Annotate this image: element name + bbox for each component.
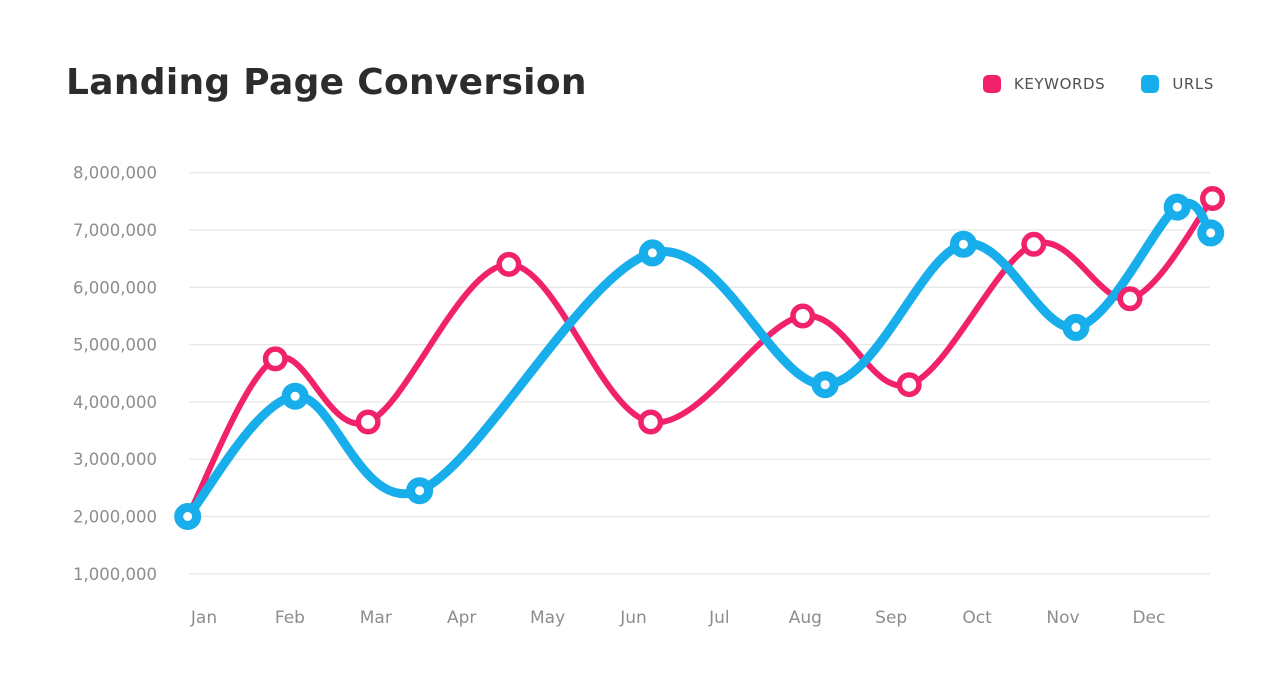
keywords-data-point: [1200, 186, 1225, 211]
urls-data-point: [949, 230, 977, 258]
keywords-data-point: [896, 372, 922, 398]
keywords-data-point: [790, 303, 816, 329]
urls-data-point: [638, 239, 666, 267]
urls-data-point: [1197, 219, 1225, 247]
x-axis-tick-label: Apr: [447, 608, 476, 628]
urls-swatch-icon: [1141, 75, 1160, 93]
x-axis-tick-label: Jan: [190, 608, 217, 628]
urls-data-point: [406, 477, 434, 505]
x-axis-tick-label: Sep: [875, 608, 907, 628]
urls-data-point: [1163, 193, 1191, 221]
chart-legend: KEYWORDS URLS: [982, 75, 1214, 93]
keywords-data-point: [1021, 231, 1047, 257]
x-axis-tick-label: Jun: [619, 608, 647, 628]
keywords-swatch-icon: [982, 75, 1001, 93]
urls-data-point: [281, 382, 309, 410]
y-axis-tick-label: 8,000,000: [73, 164, 157, 183]
y-axis-tick-label: 7,000,000: [73, 221, 157, 240]
y-axis-tick-label: 1,000,000: [73, 565, 157, 584]
legend-item-urls: URLS: [1141, 75, 1214, 93]
keywords-data-point: [638, 409, 664, 435]
x-axis-tick-label: May: [530, 608, 565, 628]
y-axis-tick-label: 5,000,000: [73, 336, 157, 355]
keywords-data-point: [496, 251, 522, 277]
urls-data-point: [174, 503, 202, 530]
keywords-line: [184, 195, 1216, 520]
keywords-data-point: [262, 346, 288, 372]
legend-item-keywords: KEYWORDS: [982, 75, 1106, 93]
x-axis-tick-label: Dec: [1132, 608, 1165, 628]
y-axis-tick-label: 2,000,000: [73, 508, 157, 527]
x-axis-tick-label: Mar: [360, 608, 392, 628]
urls-line: [183, 198, 1216, 521]
legend-label-keywords: KEYWORDS: [1013, 75, 1106, 93]
keywords-data-point: [1117, 286, 1143, 312]
x-axis-tick-label: Aug: [789, 608, 822, 628]
urls-data-point: [811, 371, 839, 399]
urls-data-point: [1062, 313, 1090, 341]
legend-label-urls: URLS: [1172, 75, 1214, 93]
y-axis-tick-label: 3,000,000: [73, 450, 157, 469]
y-axis-tick-label: 6,000,000: [73, 278, 157, 297]
y-axis-tick-label: 4,000,000: [73, 393, 157, 412]
x-axis-tick-label: Feb: [275, 608, 305, 628]
x-axis-tick-label: Nov: [1046, 608, 1079, 628]
page-title: Landing Page Conversion: [66, 62, 587, 103]
x-axis-tick-label: Oct: [962, 608, 992, 628]
keywords-data-point: [355, 409, 381, 435]
x-axis-tick-label: Jul: [708, 608, 730, 628]
